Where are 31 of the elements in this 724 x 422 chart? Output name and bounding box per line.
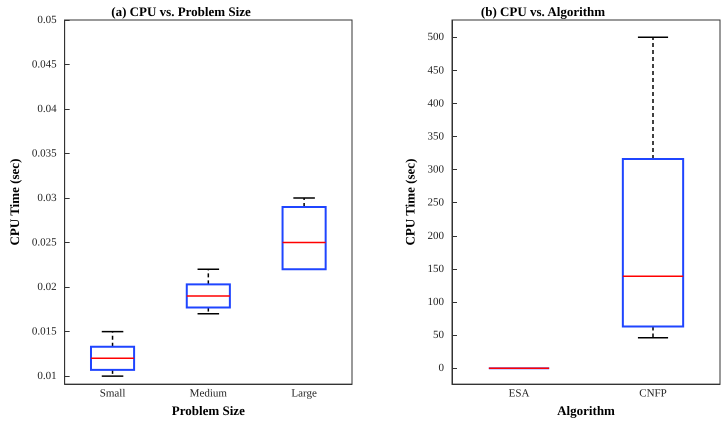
y-tick-label: 50 <box>433 329 444 342</box>
y-tick-label: 400 <box>428 97 444 110</box>
y-tick-label: 0 <box>438 362 444 374</box>
x-axis-title: Problem Size <box>172 403 246 418</box>
y-tick-label: 450 <box>428 64 444 76</box>
y-tick-label: 250 <box>428 196 444 209</box>
x-tick-label: CNFP <box>639 388 667 400</box>
y-tick-label: 150 <box>428 262 444 275</box>
y-axis-title: CPU Time (sec) <box>402 158 418 246</box>
chart-title: (a) CPU vs. Problem Size <box>111 4 251 19</box>
y-tick-label: 350 <box>428 130 444 143</box>
y-tick-label: 0.03 <box>37 192 58 204</box>
x-tick-label: Large <box>291 388 317 400</box>
y-axis-title: CPU Time (sec) <box>7 158 22 246</box>
y-tick-label: 200 <box>428 230 444 242</box>
y-tick-label: 100 <box>428 296 444 308</box>
x-tick-label: ESA <box>508 388 530 400</box>
y-tick-label: 0.045 <box>32 58 58 71</box>
y-tick-label: 300 <box>428 164 444 176</box>
x-tick-label: Medium <box>190 388 228 400</box>
y-tick-label: 500 <box>428 31 444 44</box>
y-tick-label: 0.02 <box>37 281 57 294</box>
chart-title: (b) CPU vs. Algorithm <box>480 4 606 19</box>
y-tick-label: 0.025 <box>32 236 58 249</box>
x-axis-title: Algorithm <box>557 403 616 418</box>
x-tick-label: Small <box>100 388 126 400</box>
y-tick-label: 0.015 <box>32 326 58 338</box>
y-tick-label: 0.04 <box>37 103 58 116</box>
y-tick-label: 0.01 <box>37 370 57 382</box>
y-tick-label: 0.035 <box>32 148 58 160</box>
y-tick-label: 0.05 <box>37 14 58 26</box>
